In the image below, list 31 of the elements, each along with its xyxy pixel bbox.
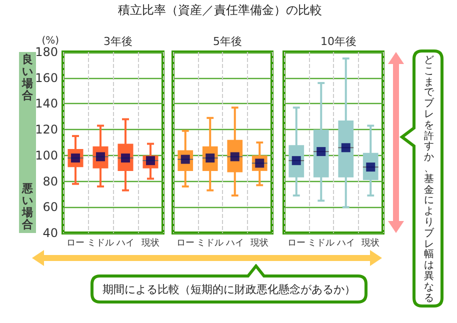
x-tick-label: ハイ: [116, 238, 134, 248]
text: 積立比率（資産／責任準備金）の比較: [117, 2, 323, 19]
chart-subtitle: 10年後: [320, 35, 356, 48]
point: [341, 143, 350, 152]
x-tick-label: ミドル: [308, 238, 335, 248]
text: 良い場合: [20, 53, 34, 102]
y-tick-label: 180: [35, 45, 58, 59]
x-tick-label: ロー: [176, 238, 194, 248]
text: 悪い場合: [20, 182, 34, 231]
x-tick-label: 現状: [142, 238, 160, 248]
y-tick-label: 40: [42, 226, 58, 240]
point: [316, 147, 326, 156]
x-tick-label: ロー: [287, 238, 306, 248]
y-tick-label: 120: [35, 122, 58, 137]
y-tick-label: 100: [35, 148, 58, 162]
chart-subtitle: 3年後: [104, 35, 132, 48]
x-tick-label: 現状: [362, 238, 380, 248]
x-tick-label: ミドル: [87, 238, 114, 248]
y-tick-label: 140: [35, 96, 58, 111]
x-tick-label: ロー: [66, 238, 84, 248]
x-tick-label: 現状: [250, 238, 269, 248]
x-tick-label: ハイ: [224, 238, 244, 248]
x-tick-label: ミドル: [196, 238, 224, 248]
y-tick-label: 160: [35, 70, 58, 85]
y-tick-label: 80: [42, 174, 58, 188]
x-tick-label: ハイ: [336, 238, 355, 248]
text: 期間による比較（短期的に財政悪化懸念があるか）: [102, 282, 356, 298]
chart-subtitle: 5年後: [213, 35, 242, 48]
y-axis-title: (%): [42, 36, 60, 47]
y-tick-label: 60: [42, 200, 58, 214]
text: どこまでブレを許すか、基金によりブレ幅は異なる: [424, 55, 434, 304]
